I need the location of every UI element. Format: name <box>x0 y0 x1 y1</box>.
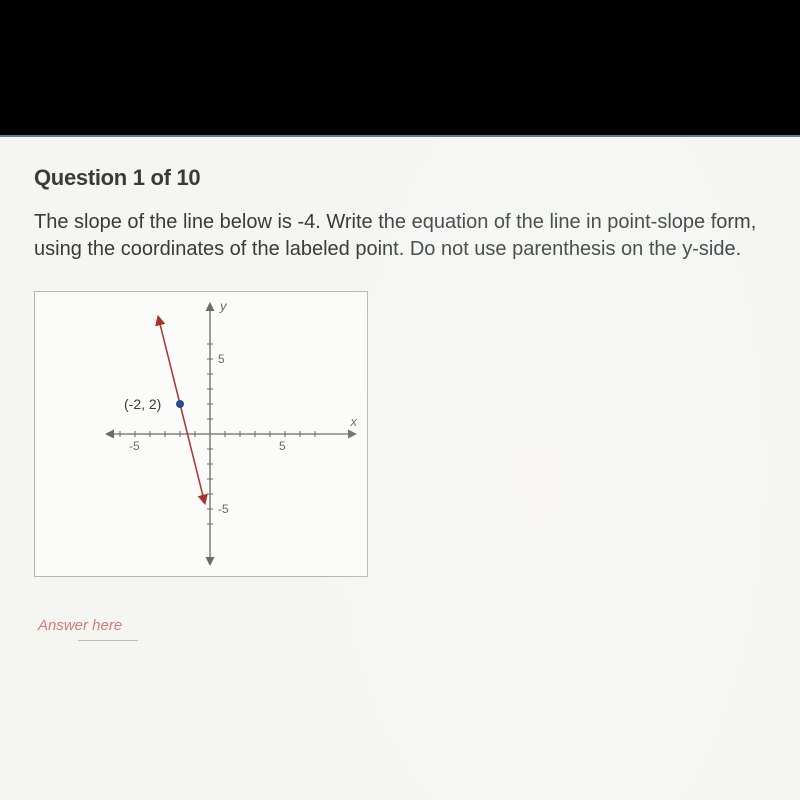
answer-input[interactable] <box>78 640 138 677</box>
question-number: Question 1 of 10 <box>34 165 766 191</box>
coordinate-graph: y x -5 5 5 -5 (-2, 2) <box>34 291 368 577</box>
svg-text:y: y <box>219 299 228 314</box>
svg-text:5: 5 <box>218 352 225 366</box>
question-panel: Question 1 of 10 The slope of the line b… <box>0 135 800 800</box>
svg-text:-5: -5 <box>129 439 140 453</box>
svg-text:-5: -5 <box>218 502 229 516</box>
svg-text:5: 5 <box>279 439 286 453</box>
letterbox-top <box>0 0 800 135</box>
graph-svg: y x -5 5 5 -5 (-2, 2) <box>35 292 367 576</box>
svg-text:x: x <box>350 414 358 429</box>
svg-text:(-2, 2): (-2, 2) <box>124 396 161 412</box>
answer-placeholder-label: Answer here <box>38 617 766 634</box>
question-prompt: The slope of the line below is -4. Write… <box>34 209 764 263</box>
